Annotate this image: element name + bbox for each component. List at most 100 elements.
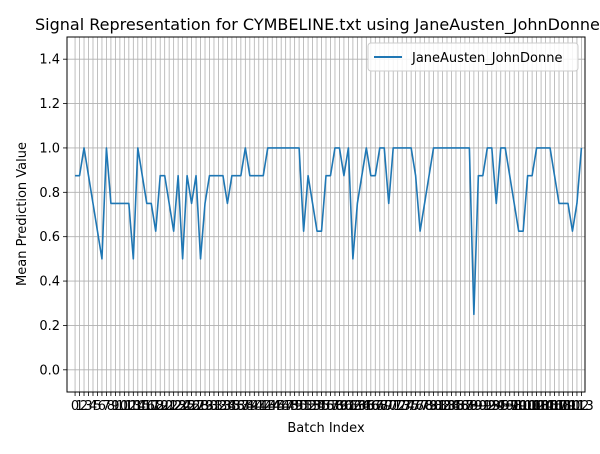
x-tick-label: 72: [389, 399, 406, 414]
x-tick-label: 84: [443, 399, 460, 414]
x-tick-label: 58: [327, 399, 344, 414]
x-tick-label: 19: [152, 399, 169, 414]
x-tick-label: 111: [560, 399, 585, 414]
x-tick-label: 13: [125, 399, 142, 414]
x-tick-label: 97: [501, 399, 518, 414]
x-tick-label: 45: [268, 399, 285, 414]
x-tick-label: 98: [506, 399, 523, 414]
x-tick-label: 21: [161, 399, 178, 414]
x-tick-label: 54: [309, 399, 326, 414]
x-tick-label: 28: [192, 399, 209, 414]
x-tick-label: 100: [511, 399, 536, 414]
x-tick-label: 9: [111, 399, 119, 414]
x-tick-label: 101: [515, 399, 540, 414]
x-tick-label: 25: [179, 399, 196, 414]
x-tick-label: 23: [170, 399, 187, 414]
x-tick-label: 17: [143, 399, 160, 414]
x-tick-label: 40: [246, 399, 263, 414]
x-tick-label: 89: [466, 399, 483, 414]
x-tick-label: 43: [259, 399, 276, 414]
x-tick-label: 99: [510, 399, 527, 414]
x-tick-label: 37: [233, 399, 250, 414]
x-tick-label: 62: [345, 399, 362, 414]
x-tick-label: 67: [367, 399, 384, 414]
x-tick-label: 52: [300, 399, 317, 414]
x-tick-label: 66: [363, 399, 380, 414]
x-tick-label: 11: [116, 399, 133, 414]
series-lines: [75, 147, 583, 316]
x-tick-label: 86: [452, 399, 469, 414]
legend: JaneAusten_JohnDonne: [367, 42, 579, 72]
x-tick-label: 2: [80, 399, 88, 414]
x-tick-label: 10: [112, 399, 129, 414]
x-tick-label: 44: [264, 399, 281, 414]
x-tick-label: 8: [107, 399, 115, 414]
x-tick-label: 5: [93, 399, 101, 414]
x-tick-label: 22: [165, 399, 182, 414]
x-tick-label: 96: [497, 399, 514, 414]
x-tick-label: 94: [488, 399, 505, 414]
x-tick-label: 104: [529, 399, 554, 414]
x-tick-label: 88: [461, 399, 478, 414]
x-tick-label: 106: [538, 399, 563, 414]
x-tick-label: 59: [331, 399, 348, 414]
x-tick-label: 76: [407, 399, 424, 414]
x-tick-label: 35: [224, 399, 241, 414]
x-tick-label: 49: [286, 399, 303, 414]
x-axis-ticks: 0123456789101112131415161718192021222324…: [71, 392, 594, 414]
x-tick-label: 82: [434, 399, 451, 414]
x-tick-label: 1: [75, 399, 83, 414]
x-tick-label: 27: [188, 399, 205, 414]
x-tick-label: 95: [492, 399, 509, 414]
x-tick-label: 92: [479, 399, 496, 414]
x-tick-label: 93: [484, 399, 501, 414]
x-tick-label: 31: [206, 399, 223, 414]
x-tick-label: 57: [322, 399, 339, 414]
y-axis-ticks: 0.0 0.2 0.4 0.6 0.8 1.0 1.2 1.4: [39, 53, 67, 378]
x-tick-label: 50: [291, 399, 308, 414]
x-tick-label: 14: [130, 399, 147, 414]
x-tick-label: 112: [565, 399, 590, 414]
x-tick-label: 60: [336, 399, 353, 414]
x-tick-label: 41: [251, 399, 268, 414]
x-axis-label: Batch Index: [287, 421, 365, 436]
y-tick-label: 0.6: [39, 230, 60, 245]
x-tick-label: 16: [138, 399, 155, 414]
x-tick-label: 7: [102, 399, 110, 414]
x-tick-label: 53: [304, 399, 321, 414]
x-tick-label: 26: [183, 399, 200, 414]
x-tick-label: 20: [156, 399, 173, 414]
x-tick-label: 80: [425, 399, 442, 414]
x-tick-label: 90: [470, 399, 487, 414]
x-tick-label: 51: [295, 399, 312, 414]
x-tick-label: 33: [215, 399, 232, 414]
y-tick-label: 1.0: [39, 141, 60, 156]
x-tick-label: 46: [273, 399, 290, 414]
y-tick-label: 1.2: [39, 97, 60, 112]
x-tick-label: 36: [228, 399, 245, 414]
x-tick-label: 113: [569, 399, 594, 414]
x-tick-label: 55: [313, 399, 330, 414]
x-tick-label: 75: [403, 399, 420, 414]
x-tick-label: 77: [412, 399, 429, 414]
plot-frame: [66, 36, 586, 393]
x-tick-label: 91: [475, 399, 492, 414]
x-tick-label: 73: [394, 399, 411, 414]
x-tick-label: 15: [134, 399, 151, 414]
x-tick-label: 56: [318, 399, 335, 414]
x-tick-label: 24: [174, 399, 191, 414]
x-tick-label: 61: [340, 399, 357, 414]
x-tick-label: 6: [98, 399, 106, 414]
x-tick-label: 63: [349, 399, 366, 414]
x-tick-label: 18: [147, 399, 164, 414]
legend-box: [367, 42, 579, 72]
gridlines: [67, 37, 585, 392]
x-tick-label: 83: [439, 399, 456, 414]
x-tick-label: 68: [371, 399, 388, 414]
x-tick-label: 109: [551, 399, 576, 414]
y-axis-label: Mean Prediction Value: [15, 142, 30, 286]
x-tick-label: 0: [71, 399, 79, 414]
x-tick-label: 108: [547, 399, 572, 414]
y-tick-label: 0.0: [39, 363, 60, 378]
